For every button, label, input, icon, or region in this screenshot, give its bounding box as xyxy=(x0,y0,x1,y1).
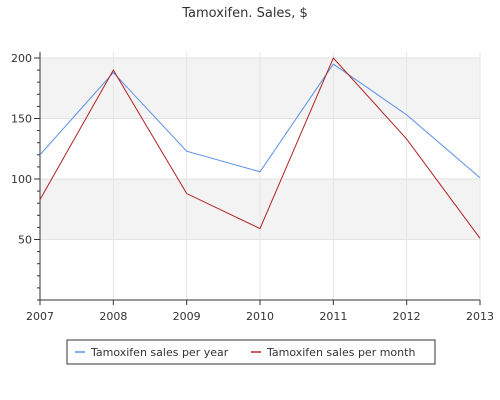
series-line-2 xyxy=(39,57,481,239)
x-tick-label: 2009 xyxy=(173,310,201,323)
x-tick-labels: 2007 2008 2009 2010 2011 2012 2013 xyxy=(26,310,494,323)
y-tick-label: 50 xyxy=(18,234,32,247)
x-tick-label: 2007 xyxy=(26,310,54,323)
x-tick-label: 2011 xyxy=(319,310,347,323)
y-tick-label: 150 xyxy=(11,113,32,126)
legend-label: Tamoxifen sales per month xyxy=(266,346,415,359)
y-tick-labels: 50 100 150 200 xyxy=(11,52,32,247)
legend-label: Tamoxifen sales per year xyxy=(90,346,229,359)
x-tick-label: 2012 xyxy=(393,310,421,323)
gridlines xyxy=(40,52,481,300)
axes xyxy=(34,52,481,305)
series-lines xyxy=(39,57,481,239)
legend: Tamoxifen sales per year Tamoxifen sales … xyxy=(66,339,436,365)
x-tick-label: 2008 xyxy=(99,310,127,323)
series-line-1 xyxy=(39,63,481,179)
y-tick-label: 200 xyxy=(11,52,32,65)
chart-title: Tamoxifen. Sales, $ xyxy=(181,6,308,21)
x-tick-label: 2013 xyxy=(466,310,494,323)
x-tick-label: 2010 xyxy=(246,310,274,323)
y-tick-label: 100 xyxy=(11,173,32,186)
